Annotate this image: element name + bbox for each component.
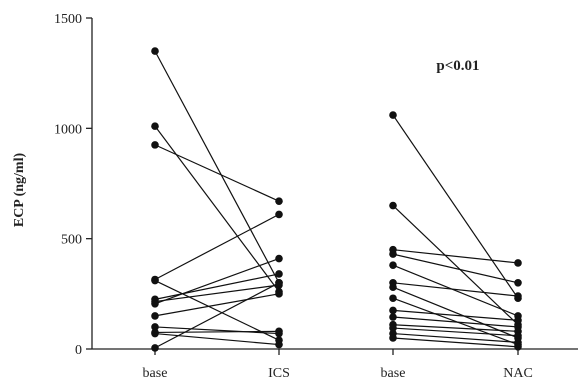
followup-point bbox=[514, 342, 522, 351]
baseline-point bbox=[151, 141, 159, 149]
baseline-point bbox=[151, 329, 159, 338]
y-ticks: 0 500 1000 1500 bbox=[54, 12, 92, 358]
followup-point bbox=[275, 254, 283, 263]
paired-line bbox=[392, 337, 519, 348]
paired-line bbox=[154, 332, 280, 346]
paired-line bbox=[392, 286, 519, 339]
x-category-label: base bbox=[143, 366, 168, 381]
paired-line bbox=[154, 213, 280, 281]
paired-line bbox=[154, 284, 280, 303]
baseline-point bbox=[151, 122, 159, 130]
paired-line bbox=[154, 144, 280, 202]
x-category-label: NAC bbox=[503, 366, 533, 381]
paired-lines bbox=[154, 50, 519, 349]
paired-line bbox=[392, 316, 519, 328]
paired-line bbox=[392, 324, 519, 332]
followup-point bbox=[514, 292, 522, 300]
followup-point bbox=[514, 331, 522, 340]
p-value-annotation: p<0.01 bbox=[436, 58, 479, 74]
followup-point bbox=[275, 340, 283, 349]
baseline-point bbox=[151, 323, 159, 331]
followup-point bbox=[275, 270, 283, 278]
baseline-point bbox=[151, 312, 159, 320]
baseline-point bbox=[389, 261, 397, 269]
paired-line bbox=[392, 309, 519, 321]
paired-line bbox=[154, 273, 280, 300]
data-points bbox=[151, 47, 522, 352]
followup-point bbox=[275, 290, 283, 298]
y-axis-title: ECP (ng/ml) bbox=[12, 153, 27, 228]
followup-point bbox=[514, 279, 522, 287]
baseline-point bbox=[389, 111, 397, 119]
y-tick-label: 0 bbox=[75, 343, 82, 358]
followup-point bbox=[514, 316, 522, 325]
paired-line bbox=[392, 114, 519, 299]
baseline-point bbox=[151, 344, 159, 352]
followup-point bbox=[275, 197, 283, 205]
baseline-point bbox=[151, 276, 159, 285]
y-tick-label: 1500 bbox=[54, 12, 82, 27]
x-category-label: ICS bbox=[268, 366, 290, 381]
baseline-point bbox=[389, 334, 397, 342]
paired-line bbox=[154, 280, 280, 341]
paired-line bbox=[154, 125, 280, 292]
baseline-point bbox=[389, 201, 397, 210]
baseline-point bbox=[389, 250, 397, 258]
paired-line bbox=[392, 249, 519, 264]
paired-line bbox=[154, 282, 280, 349]
baseline-point bbox=[389, 306, 397, 315]
baseline-point bbox=[389, 283, 397, 292]
paired-line bbox=[392, 264, 519, 317]
followup-point bbox=[275, 327, 283, 336]
paired-line bbox=[154, 257, 280, 305]
paired-line bbox=[392, 282, 519, 297]
baseline-point bbox=[389, 324, 397, 332]
paired-line bbox=[392, 332, 519, 343]
x-category-labels: base ICS base NAC bbox=[143, 349, 533, 381]
followup-point bbox=[275, 210, 283, 219]
baseline-point bbox=[151, 299, 159, 308]
followup-point bbox=[275, 279, 283, 287]
paired-line bbox=[154, 293, 280, 317]
paired-line bbox=[154, 326, 280, 335]
paired-line bbox=[154, 50, 280, 284]
y-tick-label: 500 bbox=[61, 233, 82, 248]
baseline-point bbox=[389, 313, 397, 321]
baseline-point bbox=[389, 294, 397, 303]
y-tick-label: 1000 bbox=[54, 122, 82, 137]
paired-line bbox=[392, 253, 519, 284]
x-category-label: base bbox=[381, 366, 406, 381]
paired-line bbox=[392, 205, 519, 326]
followup-point bbox=[514, 259, 522, 267]
baseline-point bbox=[151, 47, 159, 55]
axes bbox=[91, 18, 578, 350]
paired-line bbox=[392, 327, 519, 337]
paired-line bbox=[154, 330, 280, 334]
